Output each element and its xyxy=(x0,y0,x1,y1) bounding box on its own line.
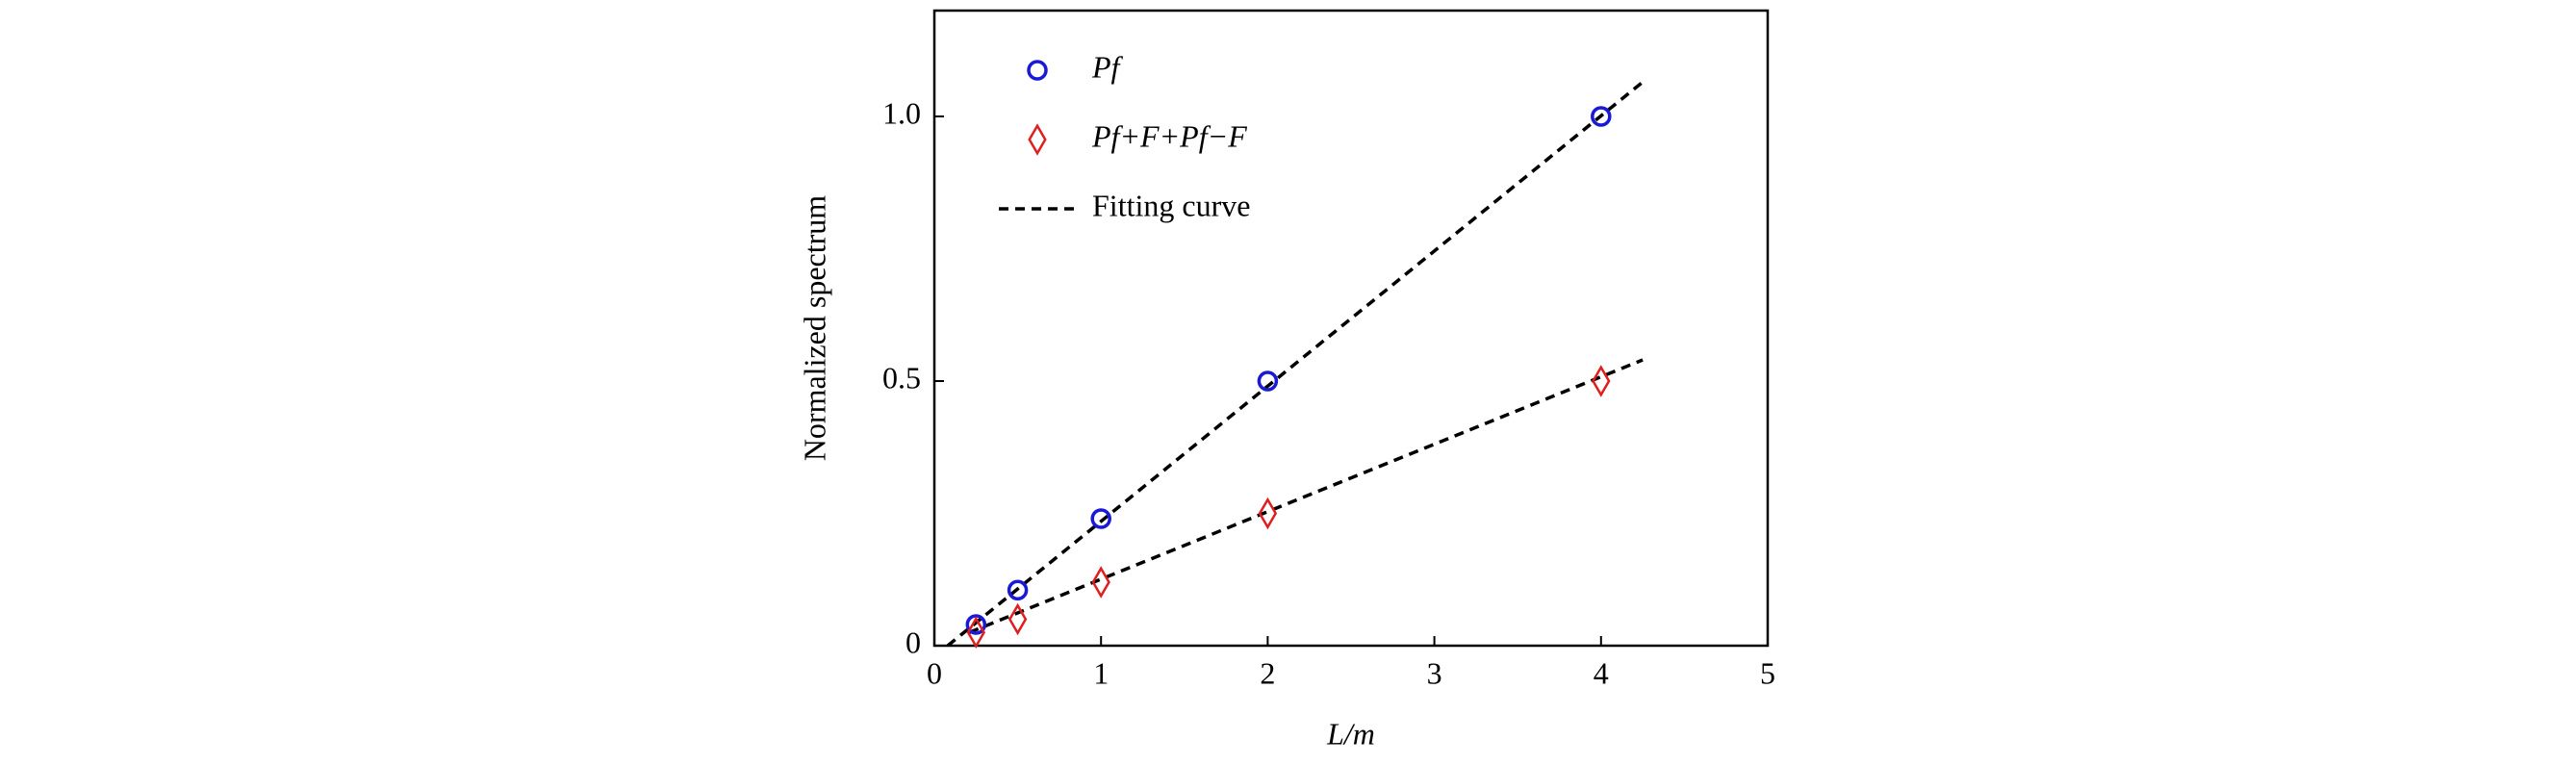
marker-circle xyxy=(1591,106,1612,127)
x-tick-label: 0 xyxy=(927,655,942,690)
x-tick-label: 2 xyxy=(1260,655,1275,690)
legend-label: Pf xyxy=(1091,49,1124,84)
x-axis-label: L/m xyxy=(1326,716,1375,751)
marker-diamond xyxy=(966,616,985,650)
legend-marker xyxy=(1027,60,1048,81)
legend-label: Fitting curve xyxy=(1092,188,1250,222)
marker-circle xyxy=(1090,508,1111,529)
y-tick-label: 1.0 xyxy=(882,95,921,130)
fit-line xyxy=(968,358,1644,634)
legend-label: Pf+F+Pf−F xyxy=(1091,118,1247,153)
marker-diamond xyxy=(1091,566,1110,599)
marker-diamond xyxy=(1258,497,1278,530)
marker-circle xyxy=(1257,370,1279,392)
marker-diamond xyxy=(1592,365,1611,397)
legend-marker xyxy=(1028,123,1047,156)
marker-diamond xyxy=(1007,602,1028,636)
plot-frame xyxy=(932,9,1770,648)
y-axis-label: Normalized spectrum xyxy=(797,195,831,461)
marker-circle xyxy=(1007,579,1029,600)
y-tick-label: 0.5 xyxy=(882,360,921,395)
x-tick-label: 1 xyxy=(1093,655,1109,690)
marker-circle xyxy=(965,614,987,635)
x-tick-label: 4 xyxy=(1594,655,1609,690)
x-tick-label: 5 xyxy=(1760,655,1775,690)
fit-line xyxy=(946,80,1645,648)
x-tick-label: 3 xyxy=(1427,655,1442,690)
y-tick-label: 0 xyxy=(905,625,921,659)
